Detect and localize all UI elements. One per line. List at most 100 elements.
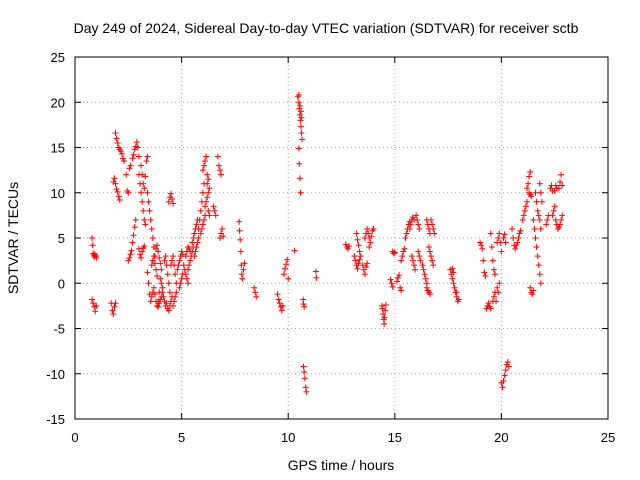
data-point-marker (407, 221, 414, 228)
data-point-marker (119, 155, 126, 162)
data-point-marker (301, 303, 308, 310)
data-point-marker (114, 139, 121, 146)
data-point-marker (127, 162, 134, 169)
data-point-marker (543, 221, 550, 228)
data-point-marker (144, 189, 151, 196)
data-point-marker (157, 296, 164, 303)
data-point-marker (200, 216, 207, 223)
chart-title: Day 249 of 2024, Sidereal Day-to-day VTE… (74, 20, 579, 36)
data-point-marker (536, 271, 543, 278)
data-point-marker (416, 225, 423, 232)
data-point-marker (205, 189, 212, 196)
data-point-marker (428, 216, 435, 223)
data-point-marker (135, 153, 142, 160)
data-point-marker (202, 203, 209, 210)
data-point-marker (194, 239, 201, 246)
data-point-marker (363, 263, 370, 270)
data-point-marker (502, 367, 509, 374)
data-point-marker (532, 235, 539, 241)
data-point-marker (282, 265, 289, 272)
data-point-marker (489, 257, 496, 264)
data-point-marker (176, 284, 183, 291)
data-point-marker (481, 269, 488, 276)
data-point-marker (550, 207, 557, 214)
data-point-marker (297, 117, 304, 124)
data-point-marker (428, 253, 435, 260)
data-point-marker (534, 207, 541, 214)
data-point-marker (203, 153, 210, 160)
data-point-marker (144, 269, 151, 276)
data-point-marker (126, 165, 133, 172)
data-point-marker (501, 372, 508, 379)
data-point-marker (485, 300, 492, 307)
data-point-marker (155, 248, 162, 255)
data-point-marker (93, 302, 100, 309)
data-point-marker (301, 368, 308, 375)
data-point-marker (530, 287, 537, 294)
data-point-marker (487, 305, 494, 312)
data-point-marker (430, 225, 437, 232)
data-point-marker (236, 218, 243, 225)
data-point-marker (113, 135, 120, 142)
data-point-marker (142, 221, 149, 228)
data-point-marker (198, 225, 205, 232)
data-point-marker (279, 302, 286, 309)
data-point-marker (551, 203, 558, 210)
data-point-marker (393, 278, 400, 285)
data-point-marker (391, 249, 398, 256)
data-point-marker (297, 108, 304, 115)
data-point-marker (148, 262, 155, 269)
data-point-marker (413, 212, 420, 219)
data-point-marker (199, 221, 206, 228)
data-point-marker (420, 266, 427, 273)
data-point-marker (186, 262, 193, 269)
data-point-marker (215, 162, 222, 169)
data-point-marker (497, 239, 504, 246)
data-point-marker (342, 241, 349, 248)
data-point-marker (170, 200, 177, 207)
data-point-marker (162, 253, 169, 260)
data-point-marker (313, 274, 320, 281)
data-point-marker (139, 248, 146, 255)
data-point-marker (220, 233, 227, 240)
data-point-marker (450, 280, 457, 287)
y-tick-label: 20 (51, 95, 65, 110)
data-point-marker (148, 293, 155, 300)
data-point-marker (132, 216, 139, 223)
data-point-marker (526, 173, 533, 180)
data-point-marker (299, 136, 306, 143)
data-point-marker (400, 248, 407, 255)
data-point-marker (559, 212, 566, 219)
data-point-marker (536, 216, 543, 223)
data-point-marker (496, 280, 503, 287)
data-point-marker (117, 148, 124, 155)
data-point-marker (176, 257, 183, 264)
data-point-marker (536, 180, 543, 187)
data-point-marker (353, 230, 360, 237)
data-point-marker (529, 291, 536, 298)
data-point-marker (193, 244, 200, 251)
data-point-marker (199, 167, 206, 174)
data-point-marker (356, 256, 363, 263)
data-point-marker (538, 198, 545, 205)
data-point-marker (206, 185, 213, 192)
data-point-marker (239, 275, 246, 282)
data-point-marker (211, 207, 218, 214)
data-point-marker (112, 300, 119, 307)
data-point-marker (527, 168, 534, 175)
data-point-marker (89, 235, 96, 241)
x-tick-label: 10 (281, 430, 295, 445)
data-point-marker (387, 276, 394, 283)
data-point-marker (199, 189, 206, 196)
data-point-marker (189, 239, 196, 246)
data-point-marker (275, 296, 282, 303)
data-point-marker (488, 244, 495, 251)
data-point-marker (139, 171, 146, 178)
data-point-marker (398, 257, 405, 264)
data-point-marker (534, 253, 541, 260)
data-point-marker (302, 384, 309, 391)
data-point-marker (496, 230, 503, 237)
data-point-marker (130, 232, 137, 239)
data-point-marker (495, 289, 502, 296)
